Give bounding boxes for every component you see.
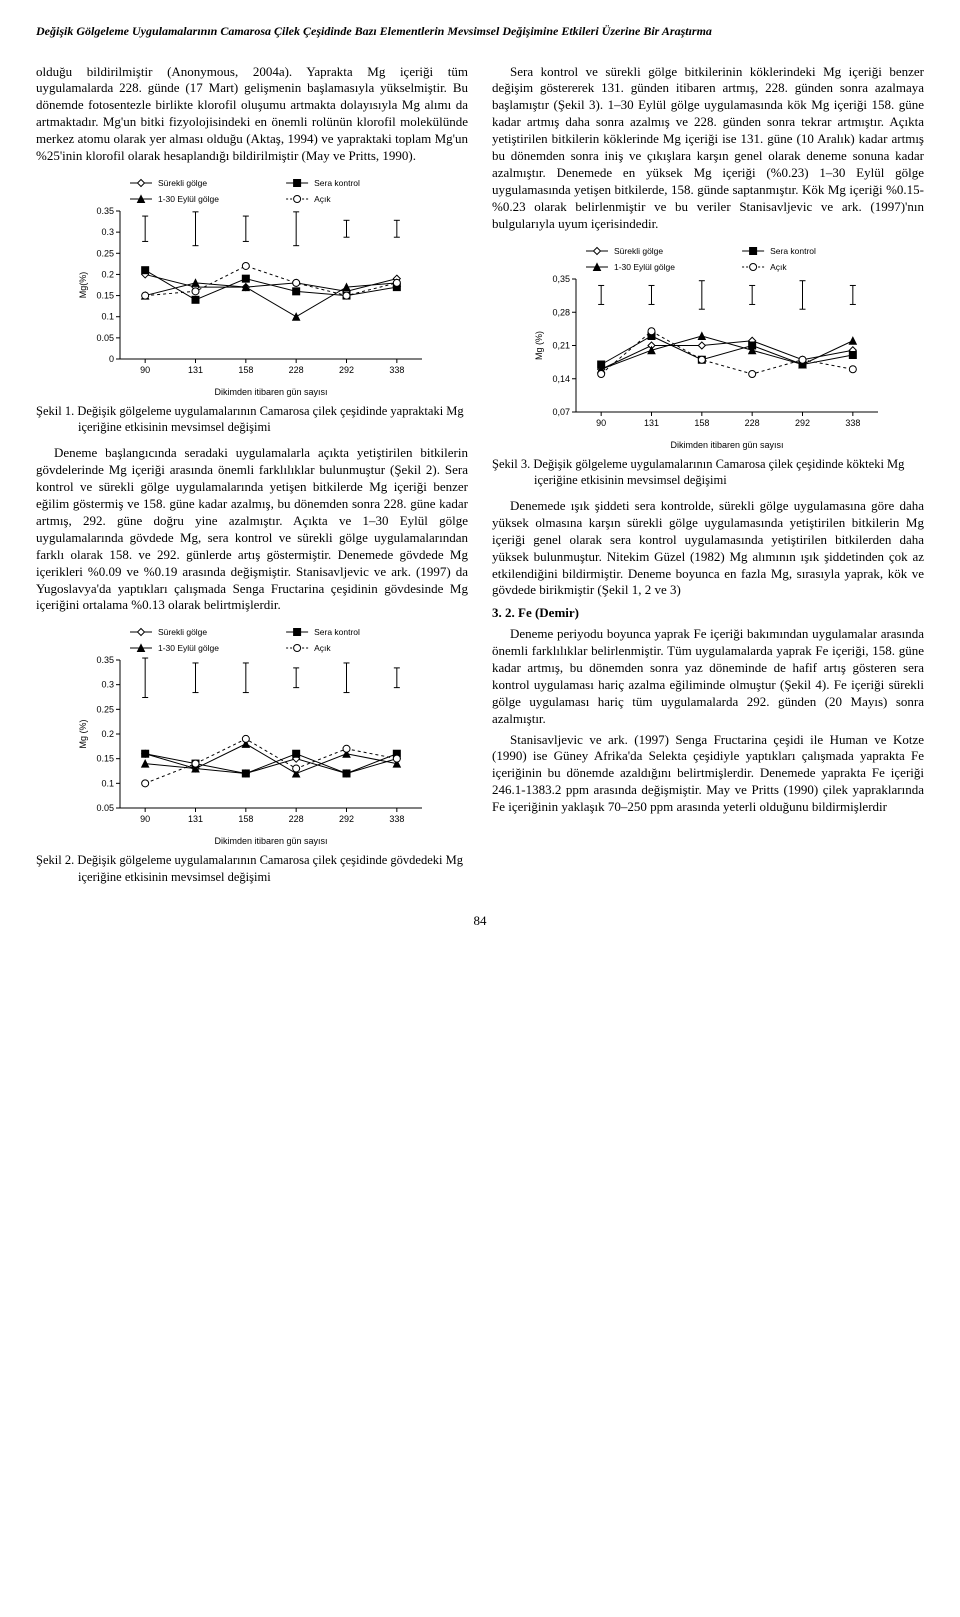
page-number: 84 <box>36 913 924 930</box>
svg-text:228: 228 <box>289 365 304 375</box>
svg-text:338: 338 <box>389 814 404 824</box>
paragraph: Deneme periyodu boyunca yaprak Fe içeriğ… <box>492 626 924 727</box>
paragraph: olduğu bildirilmiştir (Anonymous, 2004a)… <box>36 64 468 165</box>
svg-text:0.3: 0.3 <box>101 680 114 690</box>
figure-3: Sürekli gölge Sera kontrol 1-30 Eylül gölg… <box>492 239 924 454</box>
svg-text:Sürekli gölge: Sürekli gölge <box>614 246 663 256</box>
svg-text:Mg(%): Mg(%) <box>78 272 88 299</box>
svg-text:338: 338 <box>845 418 860 428</box>
svg-text:131: 131 <box>188 814 203 824</box>
figure-2: Sürekli gölge Sera kontrol 1-30 Eylül gölg… <box>36 620 468 850</box>
section-heading-fe: 3. 2. Fe (Demir) <box>492 605 924 622</box>
svg-text:0,28: 0,28 <box>552 307 570 317</box>
svg-text:0,07: 0,07 <box>552 407 570 417</box>
svg-text:0.1: 0.1 <box>101 779 114 789</box>
svg-text:90: 90 <box>596 418 606 428</box>
paragraph: Denemede ışık şiddeti sera kontrolde, sü… <box>492 498 924 599</box>
svg-text:131: 131 <box>188 365 203 375</box>
svg-text:0.35: 0.35 <box>96 206 114 216</box>
svg-text:0.25: 0.25 <box>96 705 114 715</box>
svg-text:0.3: 0.3 <box>101 227 114 237</box>
svg-text:Sera kontrol: Sera kontrol <box>770 246 816 256</box>
svg-text:292: 292 <box>339 365 354 375</box>
figure-3-caption: Şekil 3. Değişik gölgeleme uygulamaların… <box>534 456 924 489</box>
svg-text:Mg (%): Mg (%) <box>78 720 88 749</box>
svg-text:0: 0 <box>109 354 114 364</box>
svg-text:Açık: Açık <box>314 643 331 653</box>
svg-text:0.2: 0.2 <box>101 269 114 279</box>
page-header: Değişik Gölgeleme Uygulamalarının Camaro… <box>36 24 924 40</box>
paragraph: Deneme başlangıcında seradaki uygulamala… <box>36 445 468 614</box>
svg-text:0,14: 0,14 <box>552 373 570 383</box>
figure-2-caption: Şekil 2. Değişik gölgeleme uygulamaların… <box>78 852 468 885</box>
svg-text:Dikimden itibaren gün sayısı: Dikimden itibaren gün sayısı <box>670 440 783 450</box>
svg-text:0.05: 0.05 <box>96 803 114 813</box>
svg-text:Sürekli gölge: Sürekli gölge <box>158 627 207 637</box>
chart-1-svg: Sürekli gölge Sera kontrol 1-30 Eylül gölg… <box>72 171 432 401</box>
svg-text:Sürekli gölge: Sürekli gölge <box>158 178 207 188</box>
svg-text:338: 338 <box>389 365 404 375</box>
svg-text:158: 158 <box>238 814 253 824</box>
svg-text:158: 158 <box>694 418 709 428</box>
svg-text:1-30 Eylül gölge: 1-30 Eylül gölge <box>158 643 219 653</box>
svg-text:Açık: Açık <box>314 194 331 204</box>
right-column: Sera kontrol ve sürekli gölge bitkilerin… <box>492 64 924 895</box>
svg-text:0.05: 0.05 <box>96 333 114 343</box>
svg-text:0.15: 0.15 <box>96 291 114 301</box>
svg-text:0.15: 0.15 <box>96 754 114 764</box>
paragraph: Stanisavljevic ve ark. (1997) Senga Fruc… <box>492 732 924 816</box>
svg-text:0.2: 0.2 <box>101 729 114 739</box>
svg-text:90: 90 <box>140 814 150 824</box>
svg-text:0.35: 0.35 <box>96 655 114 665</box>
svg-text:228: 228 <box>745 418 760 428</box>
svg-text:0.25: 0.25 <box>96 248 114 258</box>
svg-text:0,35: 0,35 <box>552 274 570 284</box>
svg-text:292: 292 <box>795 418 810 428</box>
svg-text:Mg (%): Mg (%) <box>534 330 544 359</box>
svg-text:1-30 Eylül gölge: 1-30 Eylül gölge <box>614 262 675 272</box>
left-column: olduğu bildirilmiştir (Anonymous, 2004a)… <box>36 64 468 895</box>
svg-text:Sera kontrol: Sera kontrol <box>314 627 360 637</box>
svg-text:Sera kontrol: Sera kontrol <box>314 178 360 188</box>
chart-2-svg: Sürekli gölge Sera kontrol 1-30 Eylül gölg… <box>72 620 432 850</box>
svg-text:292: 292 <box>339 814 354 824</box>
chart-3-svg: Sürekli gölge Sera kontrol 1-30 Eylül gölg… <box>528 239 888 454</box>
svg-text:158: 158 <box>238 365 253 375</box>
svg-text:0.1: 0.1 <box>101 312 114 322</box>
svg-text:Açık: Açık <box>770 262 787 272</box>
svg-text:0,21: 0,21 <box>552 340 570 350</box>
svg-text:1-30 Eylül gölge: 1-30 Eylül gölge <box>158 194 219 204</box>
two-column-layout: olduğu bildirilmiştir (Anonymous, 2004a)… <box>36 64 924 895</box>
svg-text:90: 90 <box>140 365 150 375</box>
figure-1: Sürekli gölge Sera kontrol 1-30 Eylül gölg… <box>36 171 468 401</box>
svg-text:Dikimden itibaren gün sayısı: Dikimden itibaren gün sayısı <box>214 836 327 846</box>
svg-text:228: 228 <box>289 814 304 824</box>
figure-1-caption: Şekil 1. Değişik gölgeleme uygulamaların… <box>78 403 468 436</box>
svg-text:Dikimden itibaren gün sayısı: Dikimden itibaren gün sayısı <box>214 387 327 397</box>
svg-text:131: 131 <box>644 418 659 428</box>
paragraph: Sera kontrol ve sürekli gölge bitkilerin… <box>492 64 924 233</box>
